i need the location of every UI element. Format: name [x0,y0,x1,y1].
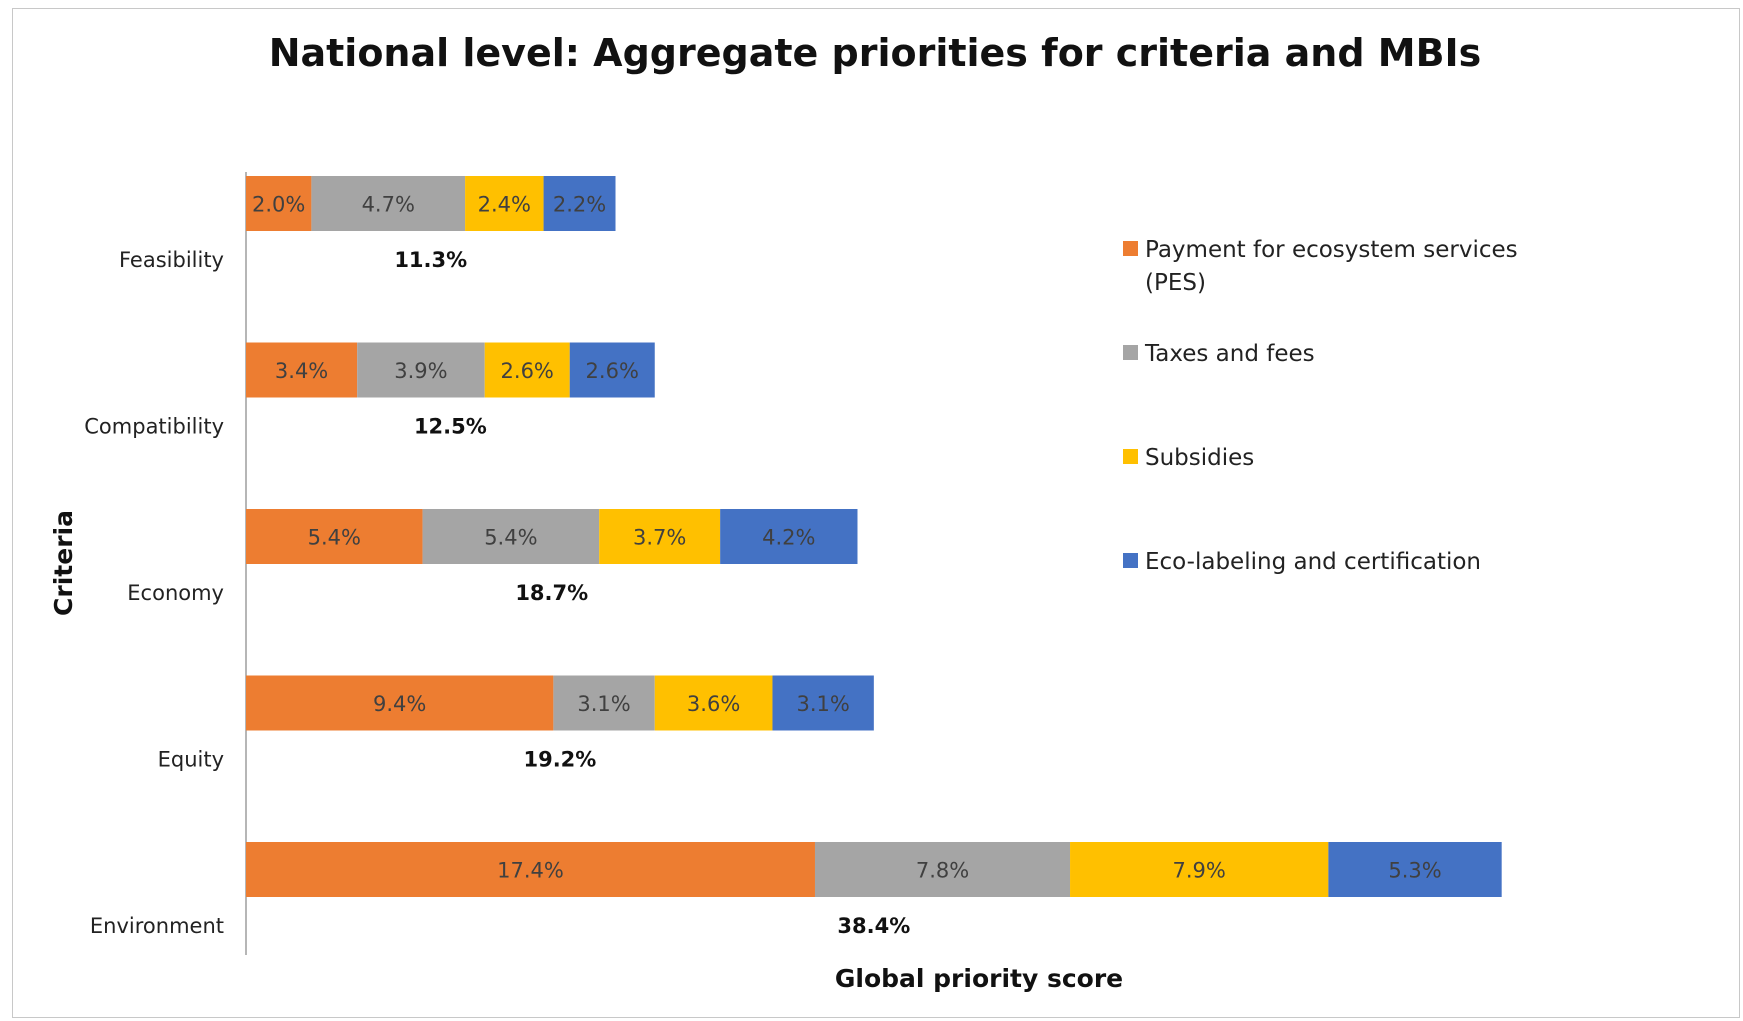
total-label-feasibility: 11.3% [394,248,467,272]
bar-compatibility-eco-labeling-and-certification [569,342,655,398]
bar-compatibility-taxes-and-fees-label: 3.9% [394,359,447,383]
bar-compatibility-payment-for-ecosystem-services-pes [246,342,358,398]
bar-feasibility-taxes-and-fees-label: 4.7% [362,193,415,217]
bar-environment-subsidies-label: 7.9% [1173,859,1226,883]
bar-equity-taxes-and-fees-label: 3.1% [577,692,630,716]
bar-economy-taxes-and-fees-label: 5.4% [484,526,537,550]
legend-swatch-taxes-and-fees [1123,345,1138,360]
legend-label-eco-labeling-and-certification: Eco-labeling and certification [1145,549,1481,575]
bar-economy-subsidies-label: 3.7% [633,526,686,550]
legend-swatch-subsidies [1123,449,1138,464]
bar-environment-taxes-and-fees [814,842,1071,897]
bar-equity-eco-labeling-and-certification-label: 3.1% [796,692,849,716]
bar-feasibility-eco-labeling-and-certification [543,176,616,231]
category-label-compatibility: Compatibility [84,415,224,439]
bar-equity-taxes-and-fees [553,675,655,731]
bar-compatibility-eco-labeling-and-certification-label: 2.6% [586,359,639,383]
bar-environment-payment-for-ecosystem-services-pes [246,842,815,897]
category-label-environment: Environment [90,914,224,938]
bar-economy-eco-labeling-and-certification-label: 4.2% [762,526,815,550]
bar-economy-payment-for-ecosystem-services-pes-label: 5.4% [308,526,361,550]
bar-equity-payment-for-ecosystem-services-pes [246,675,554,731]
legend-swatch-payment-for-ecosystem-services-pes [1123,241,1138,256]
bar-environment-taxes-and-fees-label: 7.8% [916,859,969,883]
legend-label-subsidies: Subsidies [1145,445,1254,471]
legend-label-payment-for-ecosystem-services-pes-line-2: (PES) [1145,270,1206,296]
category-label-feasibility: Feasibility [119,248,224,272]
y-axis-title: Criteria [49,510,78,616]
legend-label-payment-for-ecosystem-services-pes: Payment for ecosystem services [1145,237,1518,263]
bar-environment-eco-labeling-and-certification [1328,842,1502,897]
total-label-environment: 38.4% [837,914,910,938]
bars-group: Feasibility 2.0% 4.7% 2.4% 2.2% 11.3% Compatib… [84,176,1502,938]
bar-feasibility-eco-labeling-and-certification-label: 2.2% [553,193,606,217]
category-label-equity: Equity [158,748,224,772]
bar-compatibility-payment-for-ecosystem-services-pes-label: 3.4% [275,359,328,383]
bar-feasibility-payment-for-ecosystem-services-pes [246,176,312,231]
bar-compatibility-taxes-and-fees [357,342,485,398]
category-label-economy: Economy [127,581,224,605]
legend-swatch-eco-labeling-and-certification [1123,553,1138,568]
chart-title: National level: Aggregate priorities for… [269,31,1482,75]
bar-economy-subsidies [599,509,721,564]
bar-economy-eco-labeling-and-certification [720,509,858,564]
bar-feasibility-subsidies-label: 2.4% [478,193,531,217]
total-label-equity: 19.2% [523,748,596,772]
bar-environment-eco-labeling-and-certification-label: 5.3% [1388,859,1441,883]
bar-equity-subsidies [654,675,773,731]
x-axis-title: Global priority score [835,964,1123,993]
legend-label-taxes-and-fees: Taxes and fees [1144,341,1315,367]
bar-feasibility-payment-for-ecosystem-services-pes-label: 2.0% [252,193,305,217]
bar-economy-taxes-and-fees [422,509,600,564]
bar-equity-eco-labeling-and-certification [772,675,874,731]
bar-feasibility-subsidies [465,176,544,231]
bar-environment-payment-for-ecosystem-services-pes-label: 17.4% [497,859,564,883]
legend: Payment for ecosystem services (PES) Taxes… [1123,237,1518,575]
bar-environment-subsidies [1070,842,1329,897]
chart-frame [12,8,1740,1018]
bar-equity-subsidies-label: 3.6% [687,692,740,716]
bar-economy-payment-for-ecosystem-services-pes [246,509,423,564]
total-label-compatibility: 12.5% [414,415,487,439]
bar-equity-payment-for-ecosystem-services-pes-label: 9.4% [373,692,426,716]
bar-compatibility-subsidies-label: 2.6% [501,359,554,383]
total-label-economy: 18.7% [515,581,588,605]
bar-feasibility-taxes-and-fees [311,176,466,231]
bar-compatibility-subsidies [484,342,570,398]
